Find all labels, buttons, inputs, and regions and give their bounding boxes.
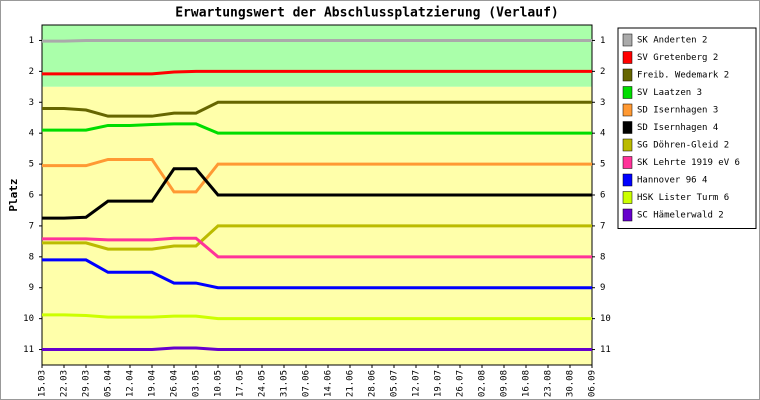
series-line [42, 100, 592, 118]
y-tick-label-right: 3 [600, 98, 605, 108]
x-tick-label: 19.04 [148, 370, 158, 397]
x-tick-label: 28.06 [368, 370, 378, 397]
series-line [42, 346, 592, 352]
y-tick-label: 3 [29, 98, 34, 108]
chart-title: Erwartungswert der Abschlussplatzierung … [175, 6, 559, 21]
series-line [42, 236, 592, 259]
legend-label: SD Isernhagen 3 [637, 106, 718, 116]
x-tick-label: 22.03 [60, 370, 70, 397]
y-tick-label: 9 [29, 283, 34, 293]
y-tick-label: 4 [29, 129, 34, 139]
y-tick-label: 7 [29, 221, 34, 231]
y-tick-label: 6 [29, 191, 34, 201]
y-tick-label-right: 10 [600, 314, 611, 324]
x-tick-label: 30.08 [566, 370, 576, 397]
series-line [42, 157, 592, 194]
legend-swatch [622, 103, 633, 117]
legend-label: Hannover 96 4 [637, 176, 707, 186]
y-tick-label: 11 [23, 345, 34, 355]
legend-swatch [622, 156, 633, 169]
legend-label: SV Laatzen 3 [637, 88, 702, 98]
x-tick-label: 06.09 [588, 370, 598, 397]
x-tick-label: 14.06 [324, 370, 334, 397]
x-tick-label: 17.05 [236, 370, 246, 397]
x-tick-label: 12.04 [126, 370, 136, 397]
series-line [42, 313, 592, 321]
x-tick-label: 31.05 [280, 370, 290, 397]
y-tick-label-right: 9 [600, 283, 605, 293]
x-tick-label: 03.05 [192, 370, 202, 397]
legend-label: SG Döhren-Gleid 2 [637, 141, 729, 151]
y-axis-label: Platz [7, 178, 20, 211]
x-tick-label: 05.04 [104, 370, 114, 397]
y-tick-label-right: 8 [600, 252, 605, 262]
y-tick-label: 8 [29, 252, 34, 262]
series-line [42, 258, 592, 290]
series-line [42, 122, 592, 135]
y-tick-label: 2 [29, 67, 34, 77]
x-tick-label: 12.07 [412, 370, 422, 397]
legend-swatch [622, 33, 633, 47]
legend-swatch [622, 86, 633, 99]
legend-swatch [622, 191, 633, 204]
y-tick-label-right: 7 [600, 221, 605, 231]
x-tick-label: 16.08 [522, 370, 532, 397]
y-tick-label-right: 2 [600, 67, 605, 77]
x-tick-label: 29.03 [82, 370, 92, 397]
legend-label: SV Gretenberg 2 [637, 53, 718, 63]
x-tick-label: 07.06 [302, 370, 312, 397]
x-tick-label: 26.07 [456, 370, 466, 397]
series-line [42, 167, 592, 220]
legend-label: SD Isernhagen 4 [637, 123, 718, 133]
legend-box [617, 27, 757, 229]
x-tick-label: 09.08 [500, 370, 510, 397]
x-tick-label: 24.05 [258, 370, 268, 397]
y-tick-label: 10 [23, 314, 34, 324]
legend-swatch [622, 68, 633, 82]
y-tick-label: 1 [29, 36, 34, 46]
y-tick-label-right: 11 [600, 345, 611, 355]
legend-label: SC Hämelerwald 2 [637, 211, 724, 221]
background-band [42, 25, 592, 87]
legend-swatch [622, 173, 633, 187]
series-line [42, 38, 592, 43]
legend-label: SK Anderten 2 [637, 36, 707, 46]
x-tick-label: 15.03 [38, 370, 48, 397]
x-tick-label: 02.08 [478, 370, 488, 397]
x-tick-label: 10.05 [214, 370, 224, 397]
y-tick-label-right: 1 [600, 36, 605, 46]
legend-swatch [622, 51, 633, 64]
legend-swatch [622, 121, 633, 134]
x-tick-label: 23.08 [544, 370, 554, 397]
legend-label: SK Lehrte 1919 eV 6 [637, 158, 740, 168]
legend-label: Freib. Wedemark 2 [637, 71, 729, 81]
legend-swatch [622, 138, 633, 152]
series-line [42, 69, 592, 76]
y-tick-label-right: 6 [600, 191, 605, 201]
x-tick-label: 21.06 [346, 370, 356, 397]
x-tick-label: 19.07 [434, 370, 444, 397]
legend-swatch [622, 208, 633, 222]
x-tick-label: 05.07 [390, 370, 400, 397]
legend-label: HSK Lister Turm 6 [637, 193, 729, 203]
y-tick-label-right: 4 [600, 129, 605, 139]
series-line [42, 224, 592, 251]
x-tick-label: 26.04 [170, 370, 180, 397]
y-tick-label: 5 [29, 160, 34, 170]
y-tick-label-right: 5 [600, 160, 605, 170]
